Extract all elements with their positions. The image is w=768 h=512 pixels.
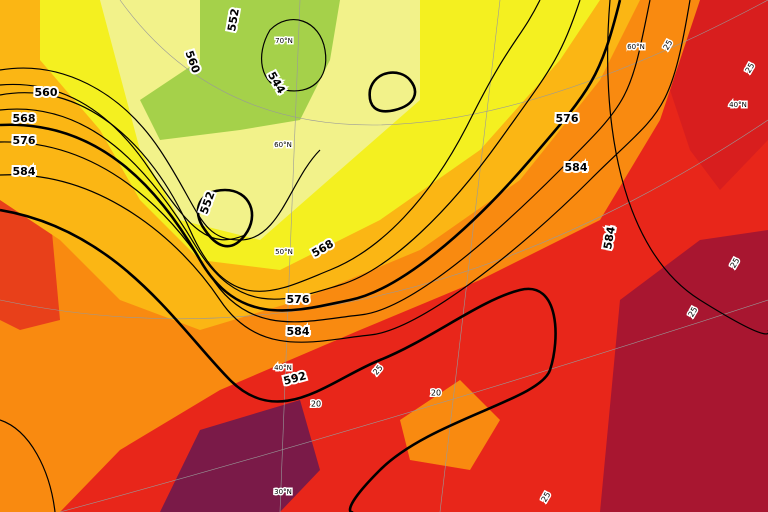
- contour-label: 584: [601, 225, 618, 250]
- contour-label: 576: [287, 293, 310, 306]
- contour-label: 584: [287, 325, 310, 338]
- contour-label: 584: [565, 161, 588, 174]
- contour-label: 568: [13, 112, 36, 125]
- latitude-label: 60°N: [627, 43, 645, 51]
- contour-label: 552: [225, 7, 242, 32]
- temperature-label: 20: [311, 400, 321, 409]
- latitude-label: 60°N: [274, 141, 292, 149]
- contour-label: 576: [13, 134, 36, 147]
- latitude-label-group: 70°N 60°N 50°N 40°N 30°N 60°N 40°N: [273, 36, 749, 498]
- latitude-label: 40°N: [729, 101, 747, 109]
- latitude-label: 50°N: [275, 248, 293, 256]
- contour-label: 576: [556, 112, 579, 125]
- temperature-label: 20: [431, 389, 441, 398]
- contour-label: 560: [35, 86, 58, 99]
- latitude-label: 70°N: [275, 37, 293, 45]
- latitude-label: 40°N: [274, 364, 292, 372]
- contour-label: 584: [13, 165, 36, 178]
- latitude-label: 30°N: [274, 488, 292, 496]
